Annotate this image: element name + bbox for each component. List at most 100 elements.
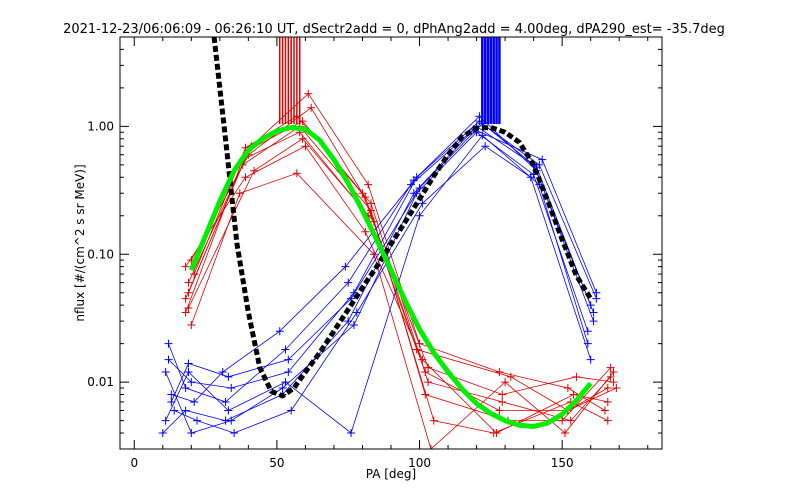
blue-series-14-point-0 [164, 339, 173, 348]
red-series-4-point-0 [184, 278, 193, 287]
blue-series-16-point-0 [167, 397, 176, 406]
red-series-7-point-2 [298, 134, 307, 143]
red-series-0-point-5 [495, 406, 504, 415]
blue-series-12-point-0 [167, 390, 176, 399]
chart-title: 2021-12-23/06:06:09 - 06:26:10 UT, dSect… [63, 22, 725, 37]
blue-series-16-point-8 [592, 294, 601, 303]
blue-series-13-point-6 [481, 142, 490, 151]
red-series-0-point-7 [603, 383, 612, 392]
red-series-4-point-2 [304, 89, 313, 98]
blue-series-15-point-7 [529, 170, 538, 179]
axes-layer: 0 50 100 150 0.01 0.10 1.00 [87, 36, 662, 470]
red-series-3-point-2 [292, 169, 301, 178]
red-series-6-point-7 [609, 378, 618, 387]
red-series-line-0 [185, 131, 608, 411]
blue-series-15-point-8 [583, 327, 592, 336]
blue-series-12-point-1 [190, 397, 199, 406]
blue-series-16-point-2 [224, 372, 233, 381]
blue-series-11-point-5 [415, 211, 424, 220]
blue-series-15-point-0 [161, 368, 170, 377]
red-series-7-point-4 [429, 416, 438, 425]
blue-series-11-point-2 [224, 406, 233, 415]
red-series-8-point-4 [412, 345, 421, 354]
x-tick-label-3: 150 [551, 456, 574, 470]
red-series-6-point-6 [572, 372, 581, 381]
red-series-3-point-4 [426, 445, 435, 449]
blue-series-10-point-2 [227, 383, 236, 392]
red-series-1-point-3 [367, 199, 376, 208]
red-series-2-point-0 [181, 262, 190, 271]
blue-series-line-13 [174, 145, 592, 434]
blue-series-16-point-5 [415, 183, 424, 192]
blue-series-10-point-0 [164, 355, 173, 364]
blue-series-10-point-1 [187, 378, 196, 387]
blue-series-12-point-7 [538, 155, 547, 164]
red-series-1-point-6 [566, 416, 575, 425]
blue-series-11-point-8 [583, 339, 592, 348]
red-series-1-point-4 [424, 378, 433, 387]
blue-series-13-point-0 [170, 406, 179, 415]
blue-series-11-point-1 [184, 368, 193, 377]
x-tick-label-1: 50 [269, 456, 284, 470]
blue-series-13-point-8 [586, 355, 595, 364]
red-series-line-8 [193, 115, 617, 411]
x-tick-label-0: 0 [130, 456, 138, 470]
y-axis-label: nflux [#/(cm^2 s sr MeV)] [73, 164, 87, 321]
red-series-4-point-6 [563, 383, 572, 392]
green-fit-curve [188, 125, 593, 429]
red-series-5-point-0 [181, 294, 190, 303]
red-series-1-point-5 [498, 397, 507, 406]
blue-series-13-point-2 [230, 429, 239, 438]
data-layer [158, 37, 621, 449]
red-series-2-point-7 [603, 397, 612, 406]
black-fit-curve [211, 37, 593, 399]
red-series-7-point-1 [250, 166, 259, 175]
red-series-6-point-5 [498, 390, 507, 399]
blue-series-12-point-3 [275, 327, 284, 336]
red-series-line-2 [185, 145, 608, 434]
red-series-1-point-7 [606, 372, 615, 381]
blue-series-14-point-2 [221, 397, 230, 406]
red-series-line-4 [188, 93, 606, 411]
red-series-line-7 [188, 138, 608, 434]
red-series-6-point-2 [307, 103, 316, 112]
blue-series-16-point-3 [284, 355, 293, 364]
red-series-3-point-0 [187, 320, 196, 329]
red-series-8-point-7 [612, 383, 621, 392]
blue-series-14-point-3 [281, 345, 290, 354]
blue-series-13-point-5 [418, 199, 427, 208]
red-series-6-point-4 [424, 363, 433, 372]
red-series-2-point-2 [301, 142, 310, 151]
blue-series-15-point-3 [278, 383, 287, 392]
blue-series-16-point-1 [184, 359, 193, 368]
red-series-8-point-5 [506, 372, 515, 381]
blue-series-9-point-0 [158, 429, 167, 438]
red-series-1-point-2 [298, 117, 307, 126]
y-tick-label-0: 0.01 [87, 375, 114, 389]
y-tick-label-2: 1.00 [87, 119, 114, 133]
red-series-3-point-1 [235, 189, 244, 198]
blue-series-9-point-1 [181, 406, 190, 415]
red-series-line-1 [188, 120, 611, 422]
red-series-8-point-2 [292, 112, 301, 121]
red-series-2-point-1 [241, 173, 250, 182]
blue-series-10-point-3 [284, 368, 293, 377]
red-series-7-point-5 [489, 429, 498, 438]
red-series-3-point-6 [561, 429, 570, 438]
blue-series-14-point-1 [181, 383, 190, 392]
red-series-3-point-5 [501, 378, 510, 387]
blue-series-15-point-2 [227, 416, 236, 425]
blue-series-13-point-1 [193, 416, 202, 425]
blue-series-10-point-8 [589, 317, 598, 326]
blue-series-16-point-7 [535, 160, 544, 169]
red-series-3-point-3 [369, 250, 378, 259]
red-series-7-point-0 [184, 303, 193, 312]
blue-series-15-point-4 [349, 320, 358, 329]
red-series-0-point-0 [181, 308, 190, 317]
red-series-4-point-7 [600, 406, 609, 415]
y-tick-label-1: 0.10 [87, 247, 114, 261]
red-series-8-point-3 [361, 193, 370, 202]
blue-series-13-point-3 [287, 406, 296, 415]
red-series-line-3 [190, 172, 614, 449]
